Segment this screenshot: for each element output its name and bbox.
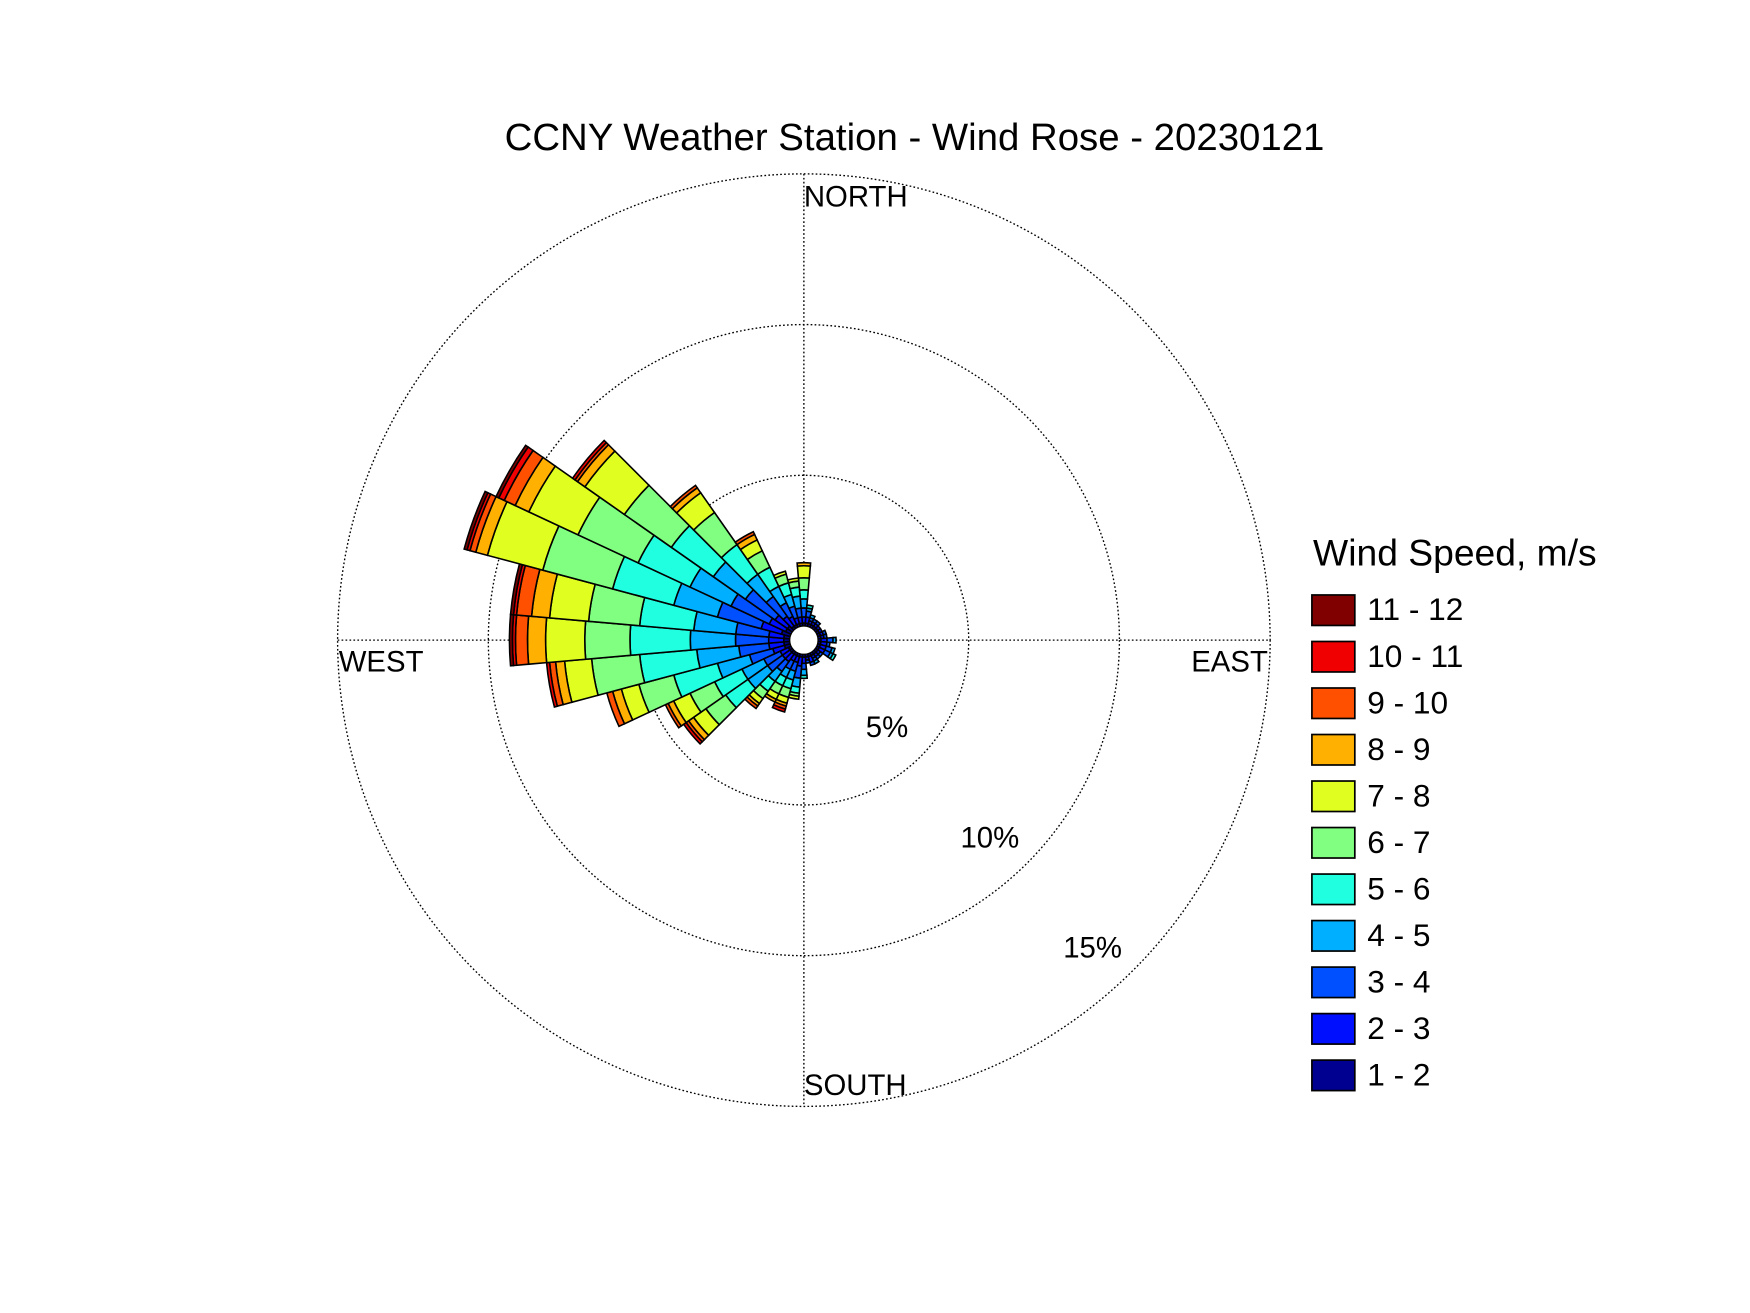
wind-segment	[805, 604, 814, 610]
r-tick-label: 15%	[1063, 932, 1122, 965]
wind-segment	[808, 613, 816, 621]
legend-label: 3 - 4	[1367, 963, 1430, 999]
legend-label: 2 - 3	[1367, 1010, 1430, 1046]
legend-swatch	[1311, 873, 1356, 906]
grid-circle	[336, 173, 1271, 1108]
wind-segment	[734, 530, 756, 546]
legend-swatch	[1311, 826, 1356, 859]
legend-swatch	[1311, 1012, 1356, 1045]
center-hole	[789, 625, 819, 655]
wind-segment	[796, 561, 812, 567]
legend-label: 9 - 10	[1367, 684, 1448, 720]
r-tick-label: 10%	[960, 821, 1019, 854]
wind-segment	[771, 703, 787, 713]
legend-swatch	[1311, 733, 1356, 766]
wind-segment	[786, 577, 800, 584]
direction-label: SOUTH	[804, 1069, 907, 1102]
wind-segment	[583, 620, 632, 661]
wind-segment	[772, 570, 788, 580]
wind-segment	[669, 484, 699, 510]
legend-swatch	[1311, 966, 1356, 999]
legend-swatch	[1311, 594, 1356, 627]
wind-segment	[526, 615, 548, 666]
chart-title: CCNY Weather Station - Wind Rose - 20230…	[505, 116, 1325, 159]
legend-swatch	[1311, 780, 1356, 813]
wind-segment	[544, 616, 587, 664]
grid-circle	[487, 323, 1121, 957]
direction-label: NORTH	[804, 180, 908, 213]
direction-label: EAST	[1191, 646, 1268, 679]
legend-label: 11 - 12	[1367, 591, 1463, 627]
r-tick-label: 5%	[866, 711, 908, 744]
legend-label: 8 - 9	[1367, 731, 1430, 767]
wind-segment	[832, 636, 837, 644]
wind-segment	[494, 444, 530, 499]
wind-segment	[463, 490, 489, 551]
legend-label: 4 - 5	[1367, 917, 1430, 953]
legend-label: 1 - 2	[1367, 1056, 1430, 1092]
legend-label: 10 - 11	[1367, 638, 1463, 674]
legend-swatch	[1311, 919, 1356, 952]
wind-segment	[571, 439, 608, 481]
legend-title: Wind Speed, m/s	[1313, 531, 1597, 573]
wind-segment	[508, 613, 515, 667]
legend-swatch	[1311, 1059, 1356, 1092]
wind-segment	[814, 620, 822, 628]
wind-segment	[808, 660, 816, 667]
wind-segment	[829, 652, 837, 662]
legend-label: 7 - 8	[1367, 777, 1430, 813]
legend-swatch	[1311, 640, 1356, 673]
grid-circle	[638, 474, 970, 806]
wind-segment	[796, 564, 812, 579]
legend-label: 5 - 6	[1367, 870, 1430, 906]
legend-label: 6 - 7	[1367, 824, 1430, 860]
wind-segment	[514, 614, 530, 667]
direction-label: WEST	[339, 646, 424, 679]
legend-swatch	[1311, 687, 1356, 720]
rose	[463, 439, 837, 746]
